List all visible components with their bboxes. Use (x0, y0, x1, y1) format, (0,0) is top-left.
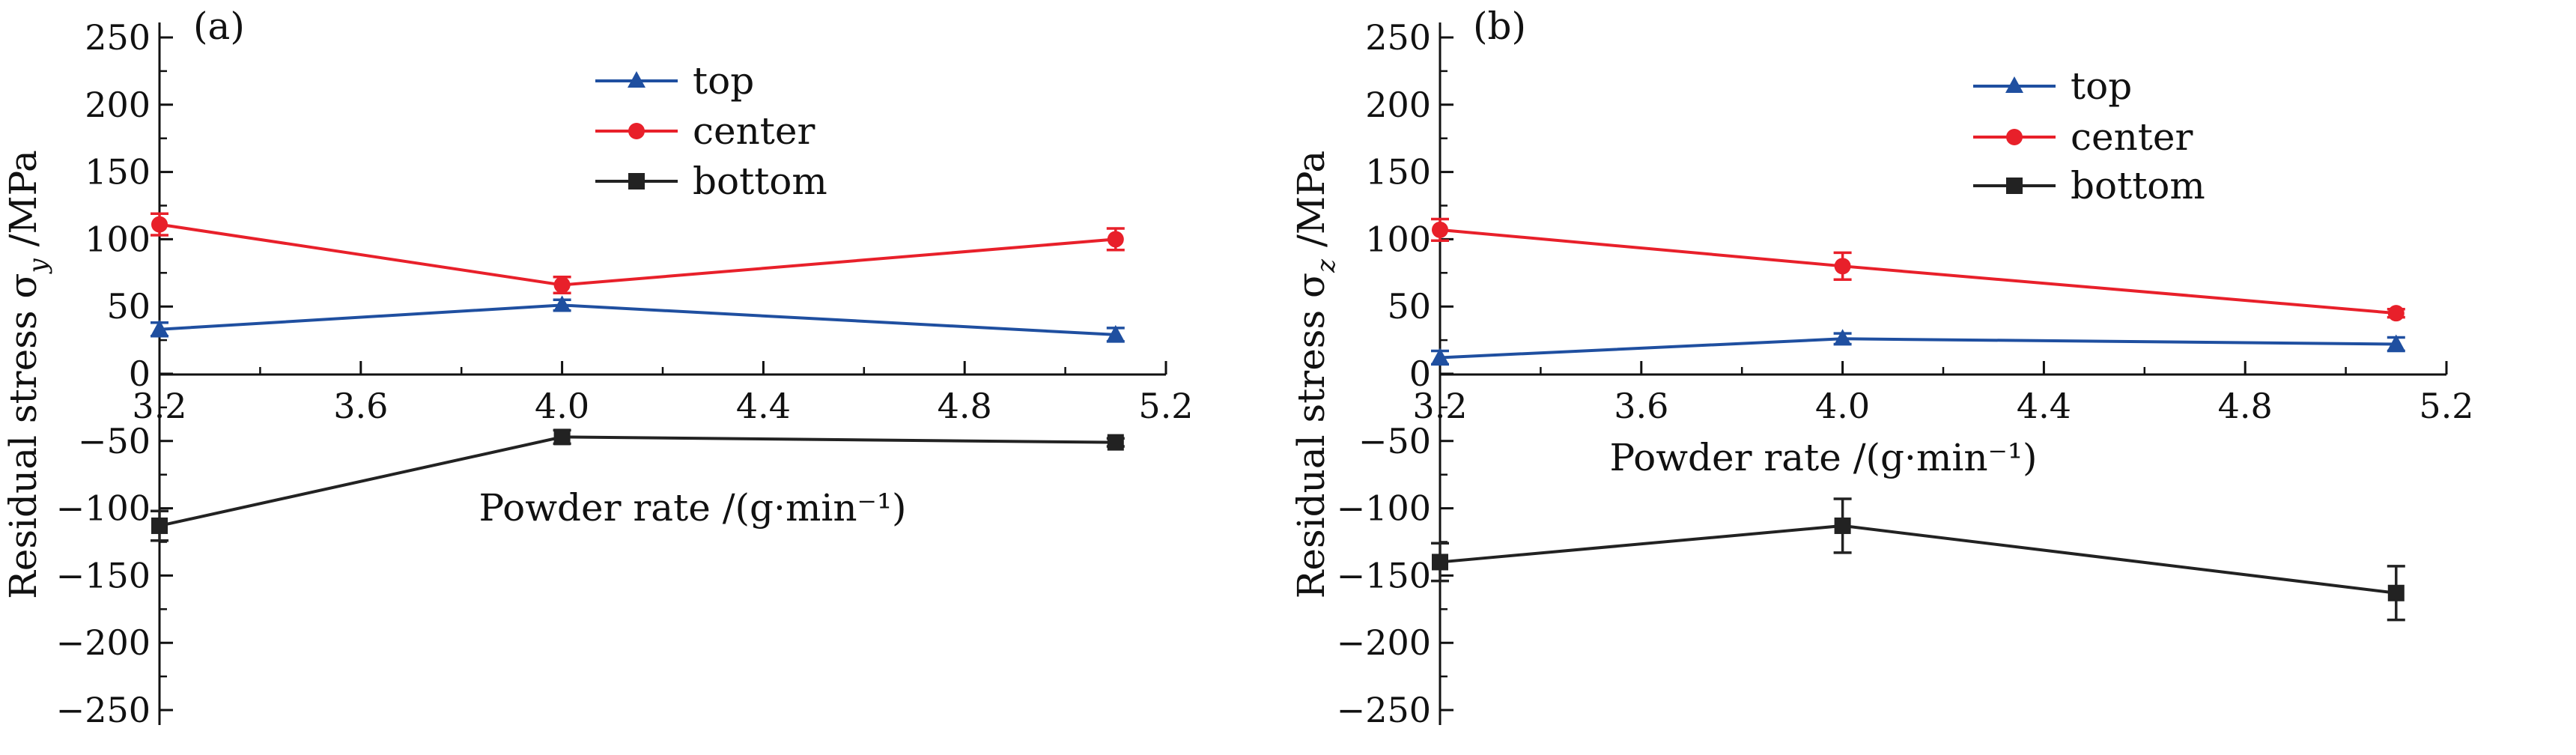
legend-label-top: top (693, 59, 754, 103)
series-bottom (151, 428, 1125, 542)
y-tick-label: −100 (56, 488, 151, 529)
x-tick-label: 4.0 (535, 386, 589, 426)
x-tick-label: 3.6 (1614, 386, 1668, 426)
chart-svg-b: 250 200 150 100 50 0 −50 −100 −150 −200 −250 3.2 3.6… (1289, 4, 2474, 730)
data-point-center (151, 216, 168, 233)
data-point-center (553, 276, 571, 294)
data-point-top (2387, 334, 2405, 351)
x-tick-label: 3.2 (132, 386, 186, 426)
y-tick-label: 0 (1409, 354, 1431, 394)
series-center (151, 212, 1125, 294)
data-point-top (1106, 324, 1125, 342)
y-axis-title: Residual stress σy /MPa (1, 150, 53, 599)
chart-panel-a: 250 200 150 100 50 0 −50 −100 −150 −200 −250 3.2 3.6… (1, 4, 1194, 730)
legend-label-bottom: bottom (693, 160, 827, 203)
x-tick-label: 4.4 (736, 386, 791, 426)
data-point-bottom (553, 428, 571, 446)
data-point-center (1107, 231, 1124, 248)
x-tick-label: 5.2 (1138, 386, 1193, 426)
y-tick-label: 100 (1365, 219, 1431, 259)
y-tick-label: −150 (56, 555, 151, 595)
y-tick-label: 100 (85, 219, 151, 259)
x-axis-title: Powder rate /(g·min⁻¹) (1610, 436, 2038, 479)
legend-label-center: center (693, 109, 815, 153)
legend-label-bottom: bottom (2071, 164, 2205, 207)
y-tick-label: 150 (1365, 152, 1431, 192)
x-tick-label: 3.2 (1412, 386, 1467, 426)
series-line-center (159, 222, 1116, 287)
legend-label-top: top (2071, 64, 2132, 108)
legend-marker-bottom (2006, 178, 2023, 194)
data-point-bottom (1432, 554, 1448, 571)
series-top (151, 295, 1125, 343)
data-point-bottom (2387, 584, 2405, 601)
data-point-bottom (1107, 434, 1124, 451)
data-point-top (1833, 329, 1852, 346)
x-tick-label: 4.8 (2218, 386, 2273, 426)
series-center (1431, 217, 2405, 322)
x-tick-label: 4.0 (1815, 386, 1870, 426)
series-top (1431, 329, 2405, 366)
x-tick-label: 4.4 (2017, 386, 2071, 426)
y-tick-label: 0 (129, 354, 151, 394)
x-tick-label: 4.8 (938, 386, 992, 426)
legend-marker-center (2006, 129, 2023, 145)
data-point-top (553, 295, 571, 312)
series-line-top (1439, 337, 2396, 360)
series-line-center (1439, 228, 2396, 315)
y-tick-label: −250 (56, 690, 151, 730)
legend-marker-top (2005, 76, 2023, 93)
y-tick-label: 250 (85, 17, 151, 58)
y-tick-label: −200 (1337, 622, 1431, 663)
data-point-center (1432, 221, 1448, 238)
x-tick-label: 3.6 (333, 386, 388, 426)
data-point-top (151, 319, 168, 336)
y-tick-label: 200 (1365, 85, 1431, 125)
chart-panel-b: 250 200 150 100 50 0 −50 −100 −150 −200 −250 3.2 3.6… (1288, 0, 2576, 755)
series-line-bottom (1439, 524, 2397, 595)
panel-label: (b) (1473, 4, 1526, 48)
data-point-center (1834, 258, 1851, 275)
data-point-bottom (151, 517, 168, 534)
chart-svg-a: 250 200 150 100 50 0 −50 −100 −150 −200 −250 3.2 3.6… (1, 4, 1194, 730)
y-tick-label: 50 (106, 286, 151, 327)
x-axis-title: Powder rate /(g·min⁻¹) (479, 486, 907, 530)
y-tick-label: −50 (1358, 421, 1431, 461)
y-tick-label: −50 (78, 421, 151, 461)
y-axis-title: Residual stress σz /MPa (1289, 151, 1341, 598)
y-tick-label: 150 (85, 152, 151, 192)
legend: top center bottom (595, 59, 827, 203)
data-point-center (2387, 305, 2405, 322)
legend-marker-bottom (628, 173, 645, 189)
y-tick-label: −200 (56, 622, 151, 663)
y-tick-label: −150 (1337, 555, 1431, 595)
legend-label-center: center (2071, 115, 2193, 159)
panel-label: (a) (193, 4, 245, 48)
x-tick-label: 5.2 (2419, 386, 2473, 426)
y-tick-label: −250 (1337, 690, 1431, 730)
series-line-top (159, 303, 1116, 336)
y-tick-label: 50 (1387, 286, 1431, 327)
y-tick-label: 250 (1365, 17, 1431, 58)
legend-marker-top (628, 71, 645, 88)
data-point-bottom (1834, 517, 1851, 534)
legend-marker-center (628, 123, 645, 139)
legend: top center bottom (1973, 64, 2205, 207)
y-tick-label: −100 (1337, 488, 1431, 529)
data-point-top (1431, 348, 1449, 365)
y-tick-label: 200 (85, 85, 151, 125)
series-bottom (1431, 497, 2405, 622)
